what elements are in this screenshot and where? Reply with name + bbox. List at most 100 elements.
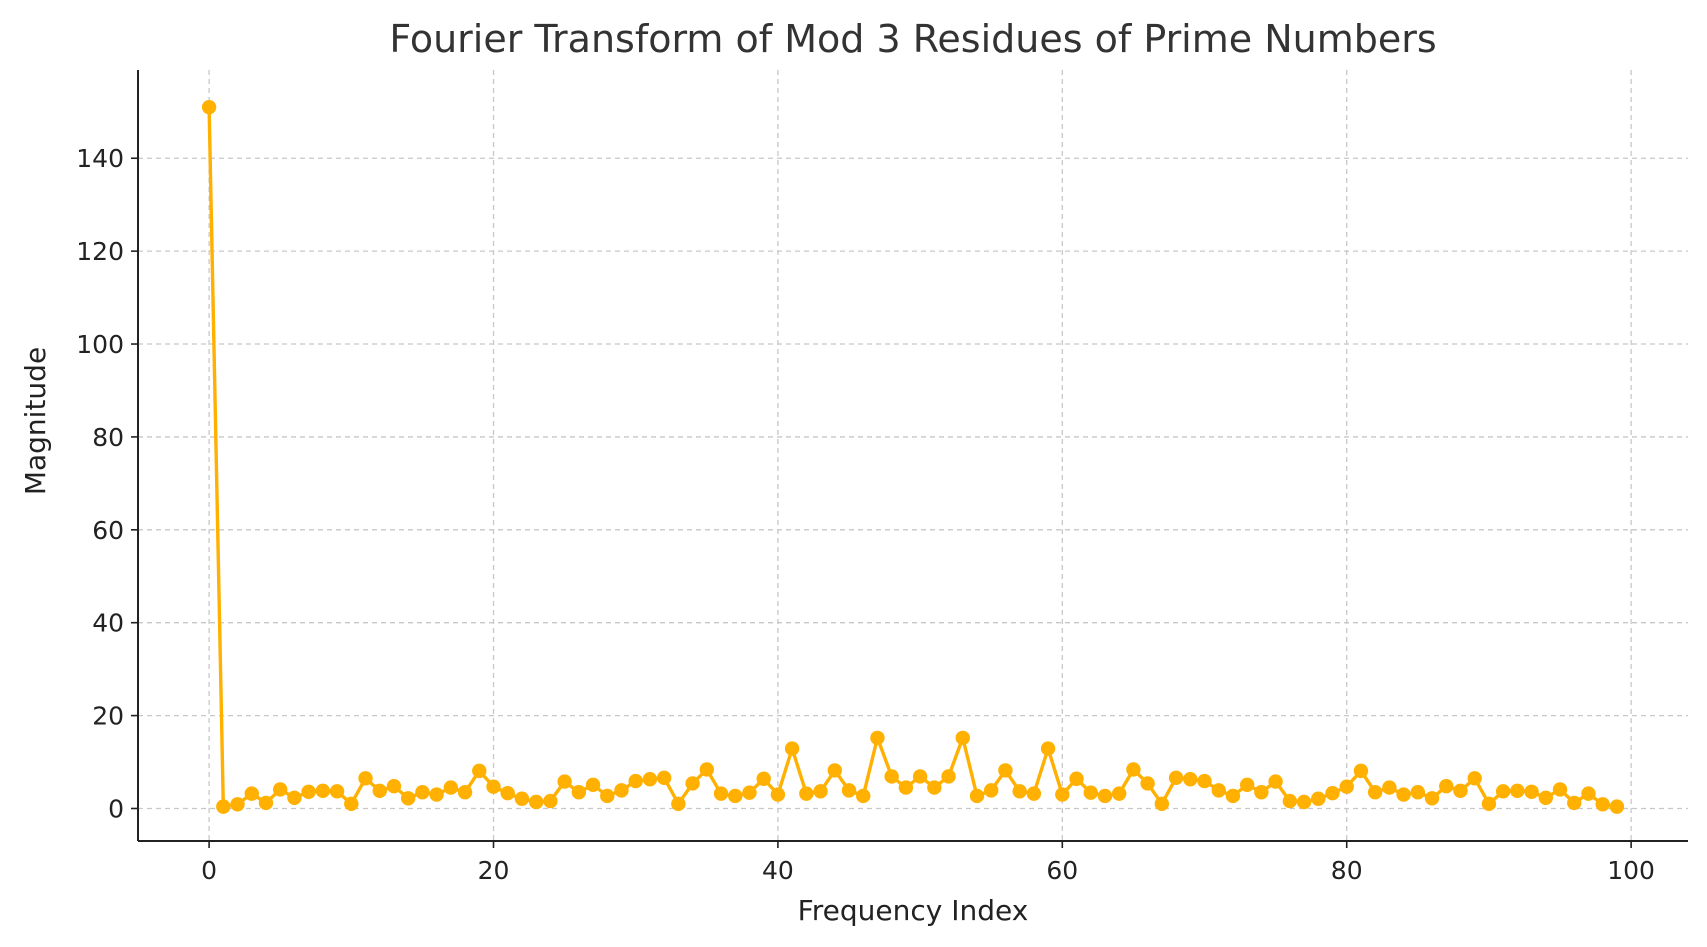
data-point-20 (486, 779, 501, 794)
data-point-39 (756, 771, 771, 786)
data-point-48 (884, 769, 899, 784)
data-point-82 (1367, 785, 1383, 800)
data-point-5 (273, 782, 288, 797)
data-point-14 (400, 791, 416, 806)
data-point-61 (1069, 771, 1084, 786)
data-point-12 (372, 783, 387, 799)
data-point-8 (315, 783, 331, 799)
data-point-28 (600, 788, 615, 804)
data-point-43 (813, 784, 828, 799)
data-point-19 (472, 763, 487, 779)
data-point-66 (1140, 776, 1155, 791)
data-point-60 (1055, 787, 1070, 802)
data-point-33 (671, 796, 686, 812)
data-point-26 (571, 785, 587, 800)
data-point-70 (1197, 773, 1212, 789)
x-tick-label-2: 40 (762, 856, 794, 885)
data-point-13 (386, 778, 402, 794)
data-point-44 (827, 763, 842, 778)
data-point-58 (1026, 786, 1042, 801)
data-point-4 (258, 795, 274, 811)
series-line-0 (207, 105, 1619, 809)
data-point-41 (784, 741, 800, 756)
data-point-45 (841, 783, 857, 798)
data-point-23 (528, 794, 544, 810)
y-tick-label-2: 40 (92, 609, 124, 638)
data-point-77 (1296, 794, 1312, 810)
data-point-25 (557, 774, 572, 789)
y-tick-label-4: 80 (92, 423, 124, 452)
data-point-11 (358, 771, 373, 786)
data-point-2 (230, 797, 245, 812)
y-tick-label-7: 140 (76, 144, 124, 173)
data-point-98 (1595, 797, 1610, 812)
data-point-7 (301, 784, 316, 799)
data-point-86 (1424, 791, 1440, 806)
data-point-57 (1012, 784, 1027, 799)
x-tick-label-0: 0 (201, 856, 217, 885)
data-point-93 (1524, 784, 1539, 799)
y-axis-label: Magnitude (19, 347, 52, 495)
grid (138, 70, 1688, 841)
data-point-69 (1183, 772, 1198, 787)
data-point-78 (1311, 791, 1326, 806)
data-point-99 (1609, 799, 1625, 814)
data-point-94 (1538, 790, 1554, 806)
data-point-75 (1268, 774, 1283, 789)
data-point-22 (514, 791, 530, 806)
data-point-18 (457, 785, 473, 800)
data-point-63 (1097, 788, 1113, 804)
data-point-87 (1439, 778, 1454, 794)
axes (137, 70, 1688, 842)
data-point-15 (415, 785, 430, 800)
data-point-21 (500, 785, 515, 801)
data-point-42 (799, 786, 814, 801)
data-point-31 (642, 772, 658, 787)
y-tick-label-6: 120 (76, 237, 124, 266)
data-point-50 (912, 769, 928, 784)
y-tick-label-1: 20 (92, 702, 124, 731)
data-point-37 (728, 788, 743, 804)
data-point-97 (1581, 786, 1596, 801)
data-point-95 (1552, 782, 1568, 797)
data-point-29 (614, 783, 629, 798)
data-point-96 (1567, 795, 1582, 811)
data-point-3 (244, 786, 259, 801)
data-point-47 (870, 730, 885, 746)
ticks: 0 20 40 60 80 100 0 20 40 60 80 100 120 140 (76, 144, 1655, 885)
data-point-65 (1126, 762, 1141, 777)
data-point-85 (1410, 785, 1426, 800)
data-point-90 (1481, 796, 1497, 812)
data-point-30 (628, 773, 643, 789)
data-point-79 (1325, 785, 1340, 801)
data-point-1 (216, 799, 231, 814)
data-point-74 (1254, 785, 1269, 800)
data-point-92 (1510, 783, 1525, 799)
data-point-46 (856, 788, 871, 804)
y-tick-label-0: 0 (108, 794, 124, 823)
x-tick-label-5: 100 (1607, 856, 1655, 885)
data-point-67 (1154, 796, 1170, 812)
data-point-73 (1239, 777, 1255, 792)
data-point-72 (1225, 788, 1241, 804)
data-point-0 (201, 99, 217, 115)
data-point-17 (443, 780, 459, 795)
data-point-51 (927, 780, 942, 795)
data-point-91 (1495, 784, 1511, 799)
data-point-80 (1339, 779, 1354, 794)
data-point-10 (344, 796, 359, 812)
data-point-32 (656, 770, 672, 786)
data-point-84 (1396, 787, 1411, 802)
data-point-89 (1467, 771, 1482, 786)
data-point-62 (1083, 785, 1098, 800)
data-point-27 (585, 777, 601, 792)
data-point-71 (1211, 783, 1226, 798)
data-series (201, 99, 1625, 814)
data-point-6 (287, 790, 302, 806)
data-point-81 (1353, 763, 1369, 779)
data-point-35 (699, 762, 715, 777)
data-point-36 (713, 786, 729, 801)
data-point-59 (1040, 741, 1056, 756)
